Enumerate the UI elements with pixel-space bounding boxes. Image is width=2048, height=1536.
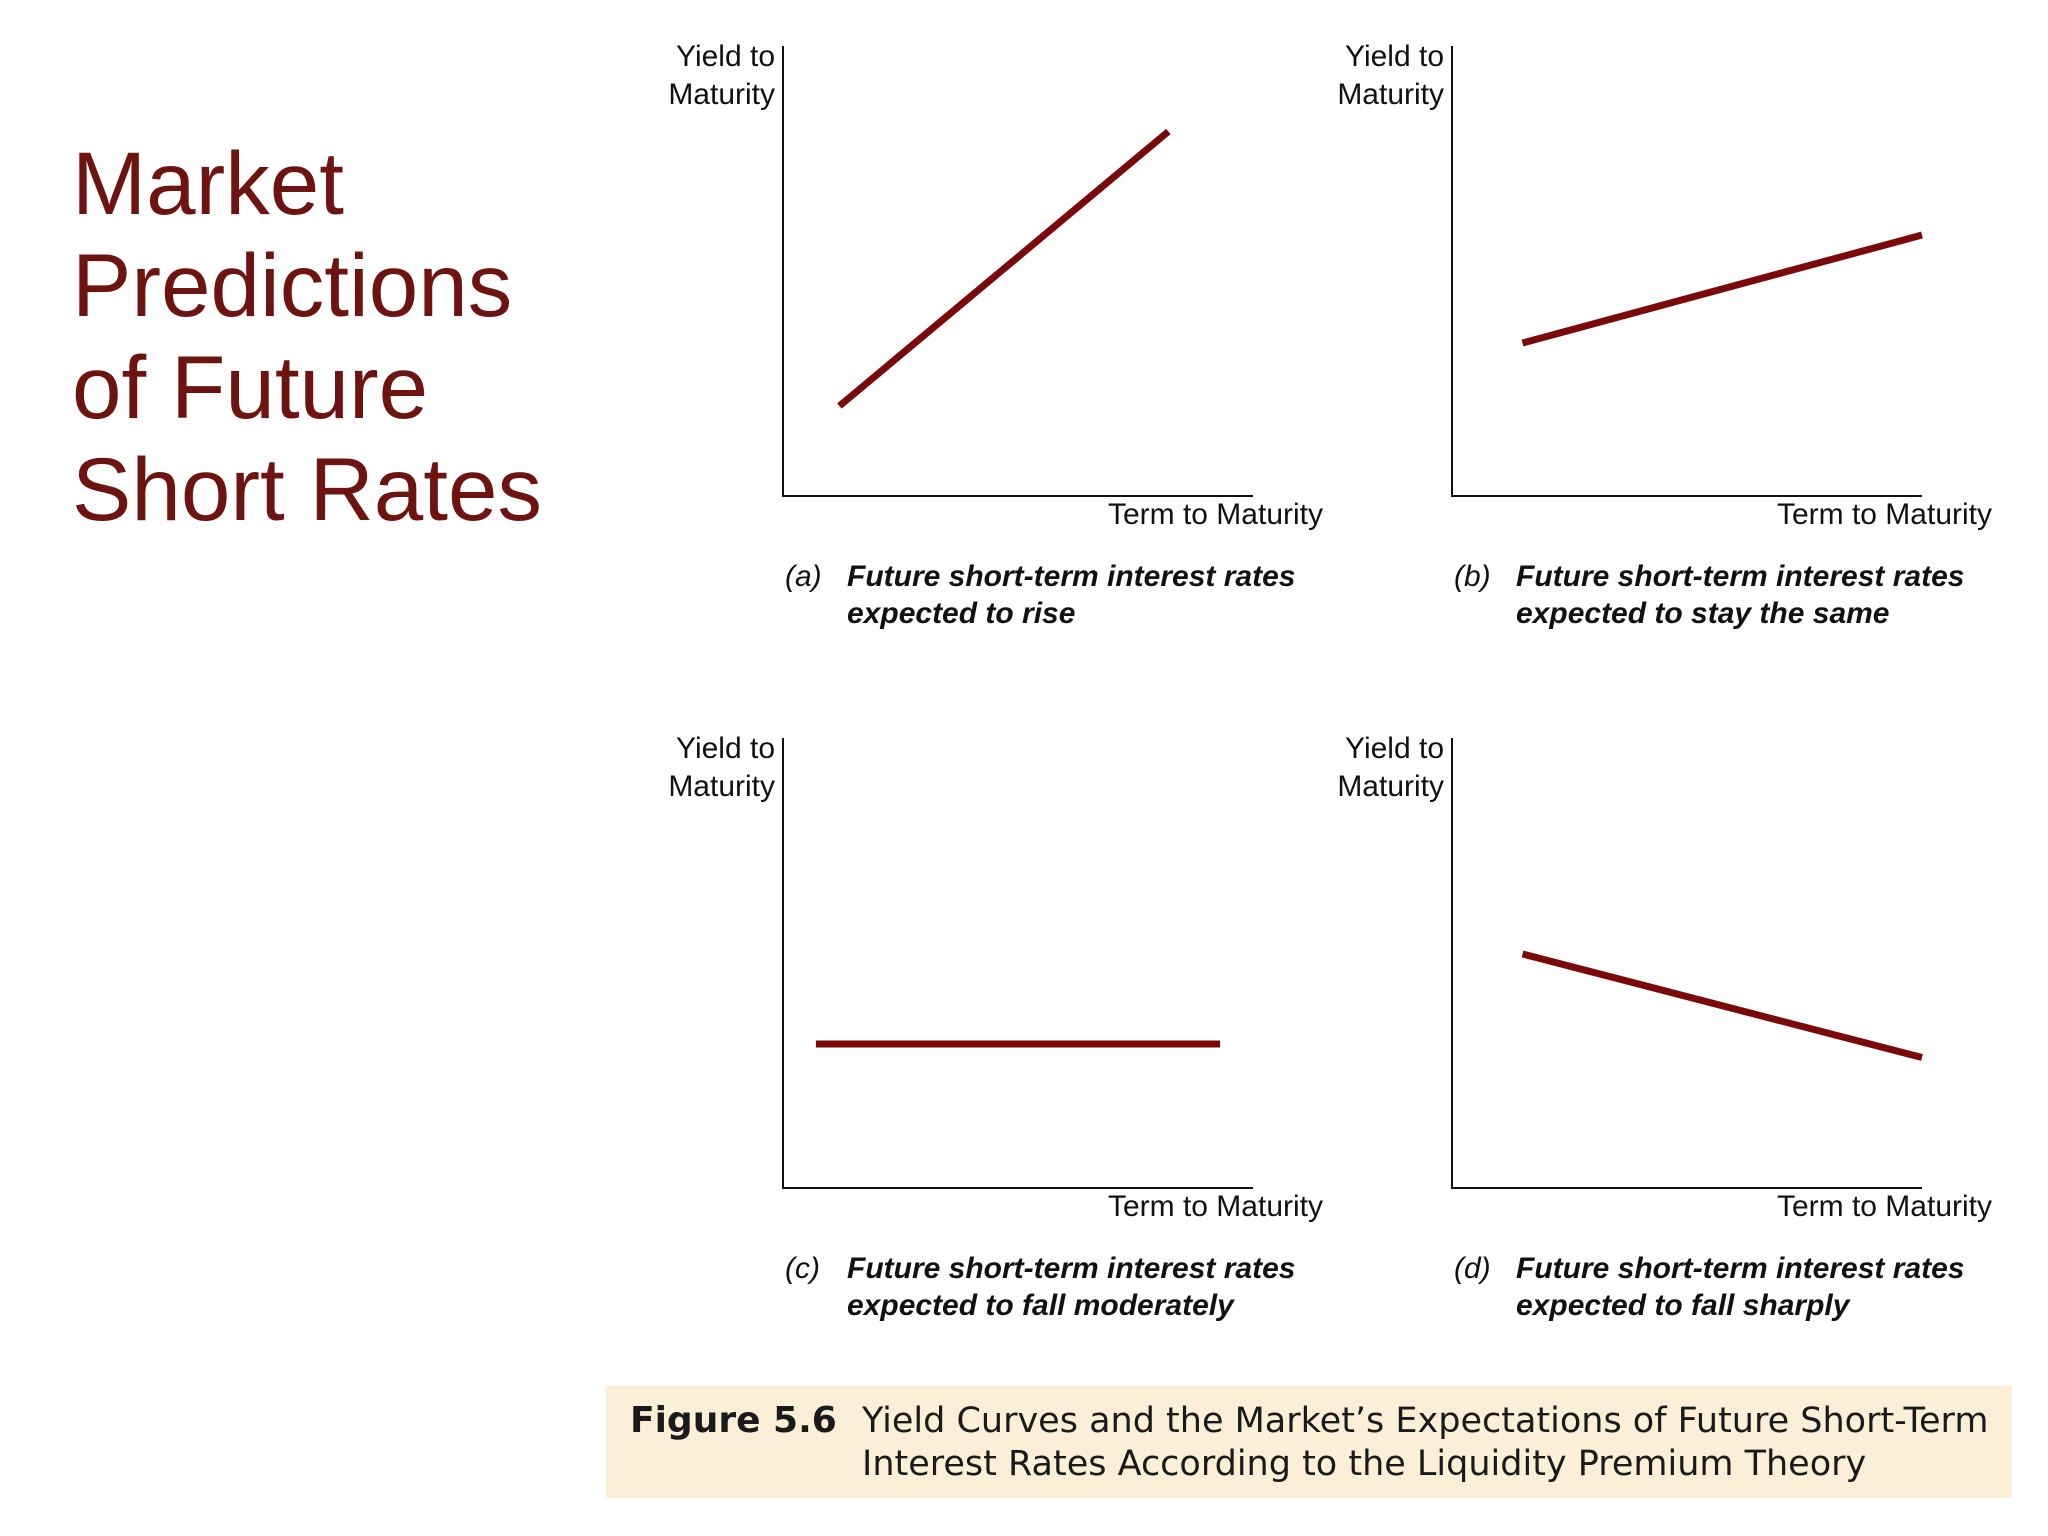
y-axis-label: Yield to Maturity: [1334, 730, 1444, 806]
panel-caption-line: expected to stay the same: [1516, 597, 1890, 630]
figure-caption-line: Interest Rates According to the Liquidit…: [862, 1444, 1867, 1484]
y-axis-label-line: Yield to: [1345, 732, 1444, 765]
slide-title: Market Predictions of Future Short Rates: [72, 132, 592, 540]
slide-title-line: Short Rates: [72, 439, 542, 539]
panel-caption-text: Future short-term interest rates expecte…: [1516, 1250, 2026, 1324]
panel-caption-text: Future short-term interest rates expecte…: [847, 558, 1357, 632]
panel-caption-line: Future short-term interest rates: [847, 560, 1296, 593]
panel-letter: (d): [1454, 1252, 1491, 1285]
y-axis-label: Yield to Maturity: [665, 730, 775, 806]
chart-plot-a: [782, 46, 1253, 497]
x-axis-label: Term to Maturity: [1107, 498, 1323, 531]
x-axis-label: Term to Maturity: [1107, 1190, 1323, 1223]
x-axis-label: Term to Maturity: [1776, 1190, 1992, 1223]
x-axis-label: Term to Maturity: [1776, 498, 1992, 531]
y-axis-label-line: Maturity: [668, 78, 775, 111]
chart-panel-a: Yield to Maturity Term to Maturity (a) F…: [665, 38, 1355, 678]
panel-caption-text: Future short-term interest rates expecte…: [1516, 558, 2026, 632]
y-axis-label-line: Yield to: [676, 40, 775, 73]
panel-caption-line: Future short-term interest rates: [1516, 1252, 1965, 1285]
slide-title-line: of Future: [72, 337, 429, 437]
panel-caption-line: Future short-term interest rates: [1516, 560, 1965, 593]
panel-caption-line: expected to fall sharply: [1516, 1289, 1850, 1322]
chart-plot-d: [1451, 738, 1923, 1189]
panel-caption-line: expected to fall moderately: [847, 1289, 1234, 1322]
slide-title-line: Predictions: [72, 235, 513, 335]
panel-caption-line: expected to rise: [847, 597, 1076, 630]
y-axis-label-line: Maturity: [1337, 770, 1444, 803]
panel-caption-line: Future short-term interest rates: [847, 1252, 1296, 1285]
panel-caption-text: Future short-term interest rates expecte…: [847, 1250, 1357, 1324]
panel-letter: (b): [1454, 560, 1491, 593]
figure-caption: Yield Curves and the Market’s Expectatio…: [862, 1400, 1992, 1486]
y-axis-label: Yield to Maturity: [665, 38, 775, 114]
yield-curve-line: [837, 128, 1171, 409]
y-axis-label-line: Maturity: [1337, 78, 1444, 111]
panel-letter: (a): [785, 560, 822, 593]
y-axis-label-line: Yield to: [676, 732, 775, 765]
figure-number: Figure 5.6: [630, 1400, 837, 1441]
panel-letter: (c): [785, 1252, 820, 1285]
yield-curve-line: [1521, 231, 1923, 347]
slide-title-line: Market: [72, 133, 344, 233]
chart-panel-b: Yield to Maturity Term to Maturity (b) F…: [1334, 38, 2024, 678]
chart-panel-c: Yield to Maturity Term to Maturity (c) F…: [665, 730, 1355, 1370]
chart-plot-c: [782, 738, 1253, 1189]
chart-plot-b: [1451, 46, 1923, 497]
y-axis-label-line: Yield to: [1345, 40, 1444, 73]
chart-panel-d: Yield to Maturity Term to Maturity (d) F…: [1334, 730, 2024, 1370]
figure-caption-line: Yield Curves and the Market’s Expectatio…: [862, 1401, 1989, 1441]
y-axis-label: Yield to Maturity: [1334, 38, 1444, 114]
yield-curve-line: [1521, 950, 1923, 1061]
figure-caption-banner: Figure 5.6 Yield Curves and the Market’s…: [606, 1386, 2012, 1498]
y-axis-label-line: Maturity: [668, 770, 775, 803]
